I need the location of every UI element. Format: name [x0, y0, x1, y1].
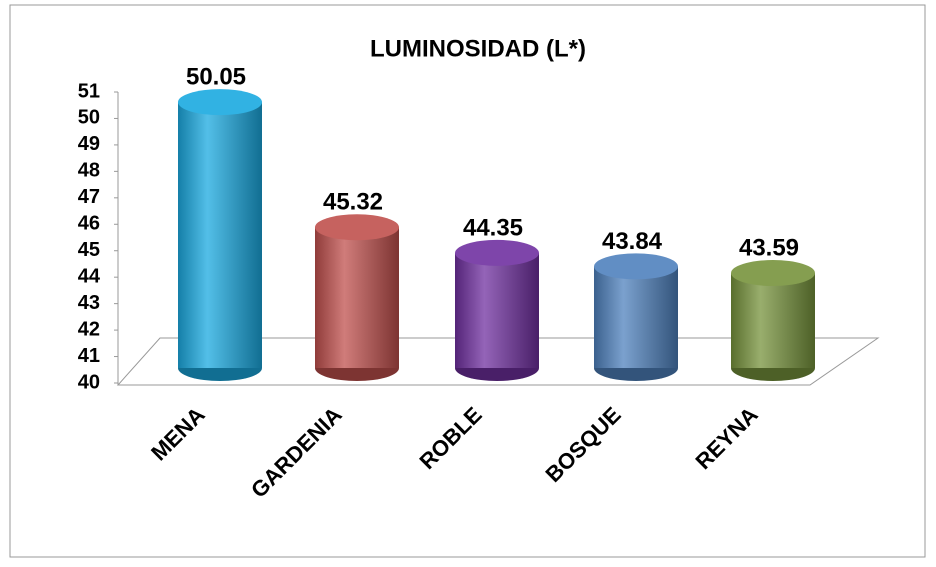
- bar: [178, 102, 262, 368]
- data-label: 43.84: [602, 228, 663, 255]
- bar-top: [178, 89, 262, 116]
- y-tick-label: 50: [78, 107, 100, 129]
- data-label: 45.32: [323, 189, 383, 216]
- y-tick-label: 42: [78, 318, 100, 340]
- bar: [315, 227, 399, 368]
- chart-title: LUMINOSIDAD (L*): [370, 35, 586, 62]
- bar: [594, 266, 678, 368]
- bar: [731, 273, 815, 368]
- y-tick-label: 51: [78, 80, 100, 102]
- bar-top: [594, 253, 678, 280]
- y-tick-label: 40: [78, 371, 100, 393]
- data-label: 44.35: [463, 214, 523, 241]
- data-label: 43.59: [739, 234, 799, 261]
- y-tick-label: 41: [78, 345, 100, 367]
- y-tick-label: 48: [78, 160, 100, 182]
- bar: [455, 252, 539, 368]
- bar-top: [731, 260, 815, 287]
- bar-top: [315, 214, 399, 241]
- y-tick-label: 46: [78, 213, 100, 235]
- y-tick-label: 44: [78, 265, 101, 287]
- y-tick-label: 43: [78, 292, 100, 314]
- y-tick-label: 45: [78, 239, 100, 261]
- floor: [116, 337, 880, 386]
- y-tick-label: 49: [78, 133, 100, 155]
- y-tick-label: 47: [78, 186, 100, 208]
- bar-top: [455, 239, 539, 266]
- data-label: 50.05: [186, 63, 246, 90]
